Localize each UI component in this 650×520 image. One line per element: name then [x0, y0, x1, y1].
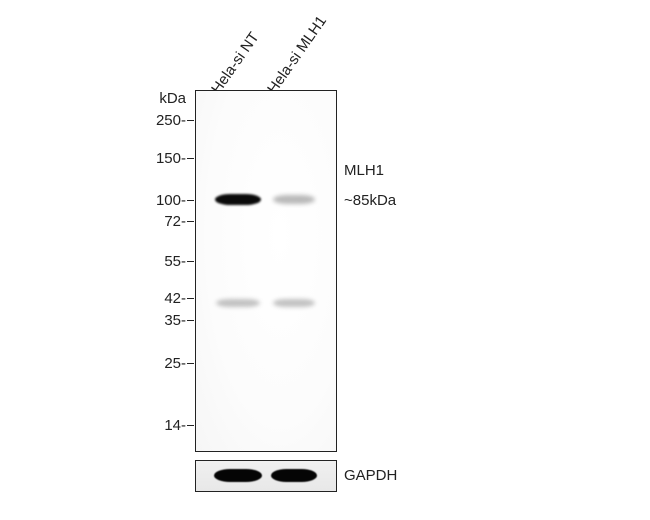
- tick: [187, 320, 194, 321]
- tick: [187, 158, 194, 159]
- marker-42: 42-: [154, 290, 186, 307]
- marker-35: 35-: [154, 312, 186, 329]
- marker-14: 14-: [154, 417, 186, 434]
- main-blot: [195, 90, 337, 452]
- tick: [187, 363, 194, 364]
- marker-72: 72-: [154, 213, 186, 230]
- tick: [187, 200, 194, 201]
- kda-header: kDa: [146, 90, 186, 107]
- band: [215, 194, 261, 205]
- lane-label-1: Hela-si NT: [208, 29, 263, 97]
- lane-label-2: Hela-si MLH1: [264, 13, 330, 97]
- loading-blot: [195, 460, 337, 492]
- marker-25: 25-: [154, 355, 186, 372]
- mw-label: ~85kDa: [344, 192, 396, 209]
- figure-container: kDa 250- 150- 100- 72- 55- 42- 35- 25- 1…: [0, 0, 650, 520]
- loading-label: GAPDH: [344, 467, 397, 484]
- band: [273, 195, 315, 204]
- target-label: MLH1: [344, 162, 384, 179]
- band: [214, 469, 262, 482]
- marker-100: 100-: [146, 192, 186, 209]
- tick: [187, 120, 194, 121]
- marker-55: 55-: [154, 253, 186, 270]
- marker-250: 250-: [146, 112, 186, 129]
- band: [216, 299, 260, 307]
- tick: [187, 298, 194, 299]
- tick: [187, 221, 194, 222]
- marker-150: 150-: [146, 150, 186, 167]
- film-bg: [196, 91, 336, 451]
- tick: [187, 261, 194, 262]
- band: [271, 469, 317, 482]
- tick: [187, 425, 194, 426]
- band: [273, 299, 315, 307]
